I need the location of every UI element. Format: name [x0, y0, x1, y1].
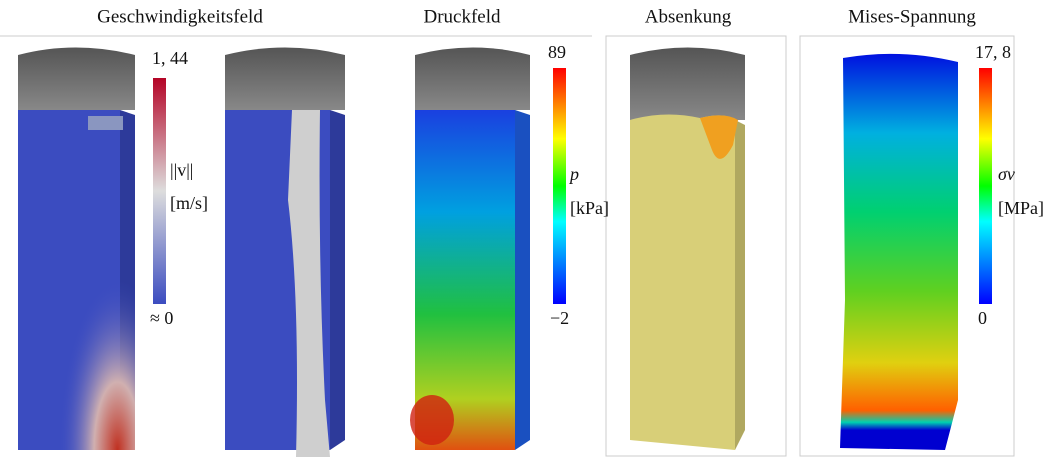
colorbar-unit: [kPa] — [570, 198, 609, 218]
colorbar-symbol: p — [568, 164, 579, 184]
panel-title: Absenkung — [645, 6, 732, 27]
colorbar-min: ≈ 0 — [150, 308, 173, 328]
stress-column — [840, 54, 958, 450]
figure: Geschwindigkeitsfeld 1, 44 ||v|| [m/s] ≈… — [0, 0, 1058, 457]
colorbar-max: 1, 44 — [152, 48, 188, 68]
pressure-column — [410, 48, 530, 451]
colorbar — [979, 68, 992, 304]
velocity-columns — [18, 48, 345, 457]
colorbar-min: −2 — [550, 308, 569, 328]
colorbar-symbol: σv — [998, 164, 1015, 184]
colorbar-max: 17, 8 — [975, 42, 1011, 62]
colorbar-unit: [MPa] — [998, 198, 1044, 218]
panel-title: Druckfeld — [423, 6, 501, 27]
colorbar-unit: [m/s] — [170, 193, 208, 213]
colorbar-max: 89 — [548, 42, 566, 62]
panel-title: Geschwindigkeitsfeld — [97, 6, 263, 27]
colorbar-symbol: ||v|| — [170, 160, 193, 180]
colorbar — [153, 78, 166, 304]
colorbar — [553, 68, 566, 304]
settlement-column — [630, 48, 745, 451]
panel-title: Mises-Spannung — [848, 6, 976, 27]
colorbar-min: 0 — [978, 308, 987, 328]
